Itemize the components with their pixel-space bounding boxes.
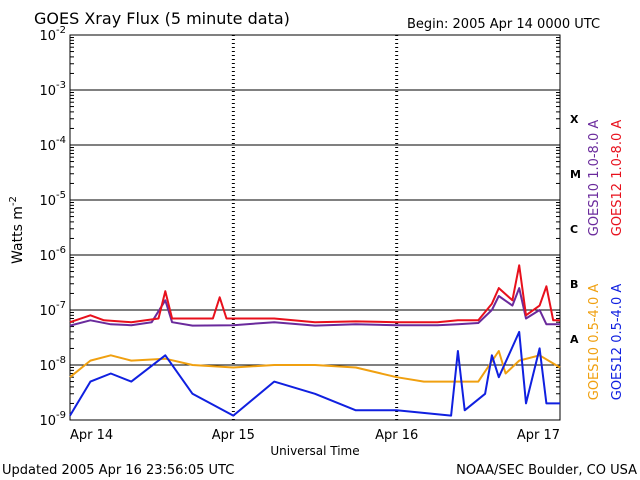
y-tick-label: 10-3 — [39, 80, 66, 99]
x-tick-label: Apr 17 — [517, 428, 560, 443]
flare-class-m: M — [570, 168, 581, 181]
y-tick-base: 10 — [39, 194, 56, 209]
y-tick-exponent: -4 — [56, 135, 66, 146]
x-axis-ticks: Apr 14 Apr 15 Apr 16 Apr 17 — [70, 428, 560, 443]
series-line-2 — [69, 264, 560, 324]
x-tick-label: Apr 14 — [70, 428, 113, 443]
y-tick-base: 10 — [39, 29, 56, 44]
y-tick-exponent: -7 — [56, 300, 66, 311]
y-tick-base: 10 — [39, 304, 56, 319]
y-tick-base: 10 — [39, 84, 56, 99]
flare-class-labels: X M C B A — [570, 113, 581, 346]
y-tick-label: 10-4 — [39, 135, 66, 154]
flare-class-x: X — [570, 113, 579, 126]
y-tick-base: 10 — [39, 414, 56, 429]
y-axis-label-superscript: -2 — [8, 196, 19, 206]
series-line-3 — [69, 350, 561, 383]
chart-title: GOES Xray Flux (5 minute data) — [34, 9, 290, 28]
updated-time: Updated 2005 Apr 16 23:56:05 UTC — [2, 463, 234, 478]
y-tick-label: 10-8 — [39, 355, 66, 374]
y-tick-exponent: -6 — [56, 245, 66, 256]
y-tick-exponent: -9 — [56, 410, 66, 421]
series-line-1 — [69, 287, 560, 327]
y-tick-label: 10-7 — [39, 300, 66, 319]
x-tick-label: Apr 15 — [212, 428, 255, 443]
begin-time: Begin: 2005 Apr 14 0000 UTC — [407, 17, 600, 32]
source-credit: NOAA/SEC Boulder, CO USA — [456, 463, 637, 478]
y-axis-label: Watts m-2 — [8, 196, 26, 264]
x-tick-label: Apr 16 — [375, 428, 418, 443]
y-tick-base: 10 — [39, 249, 56, 264]
y-tick-exponent: -3 — [56, 80, 66, 91]
series-line-4 — [69, 330, 560, 417]
legend: GOES10 1.0-8.0 A GOES12 1.0-8.0 A GOES10 0… — [587, 120, 625, 401]
legend-entry: GOES10 0.5-4.0 A — [587, 284, 602, 401]
y-tick-label: 10-6 — [39, 245, 66, 264]
y-tick-exponent: -8 — [56, 355, 66, 366]
y-tick-exponent: -2 — [56, 25, 66, 36]
y-tick-label: 10-9 — [39, 410, 66, 429]
y-axis-label-main: Watts m — [10, 206, 26, 264]
legend-entry: GOES12 1.0-8.0 A — [610, 120, 625, 237]
y-tick-label: 10-2 — [39, 25, 66, 44]
data-series — [69, 264, 561, 417]
flare-class-a: A — [570, 333, 579, 346]
flare-class-b: B — [570, 278, 578, 291]
y-tick-base: 10 — [39, 139, 56, 154]
legend-entry: GOES10 1.0-8.0 A — [587, 120, 602, 237]
y-tick-exponent: -5 — [56, 190, 66, 201]
x-axis-label: Universal Time — [270, 444, 359, 458]
legend-entry: GOES12 0.5-4.0 A — [610, 284, 625, 401]
y-tick-base: 10 — [39, 359, 56, 374]
y-tick-label: 10-5 — [39, 190, 66, 209]
flare-class-c: C — [570, 223, 578, 236]
plot-frame — [69, 34, 561, 421]
